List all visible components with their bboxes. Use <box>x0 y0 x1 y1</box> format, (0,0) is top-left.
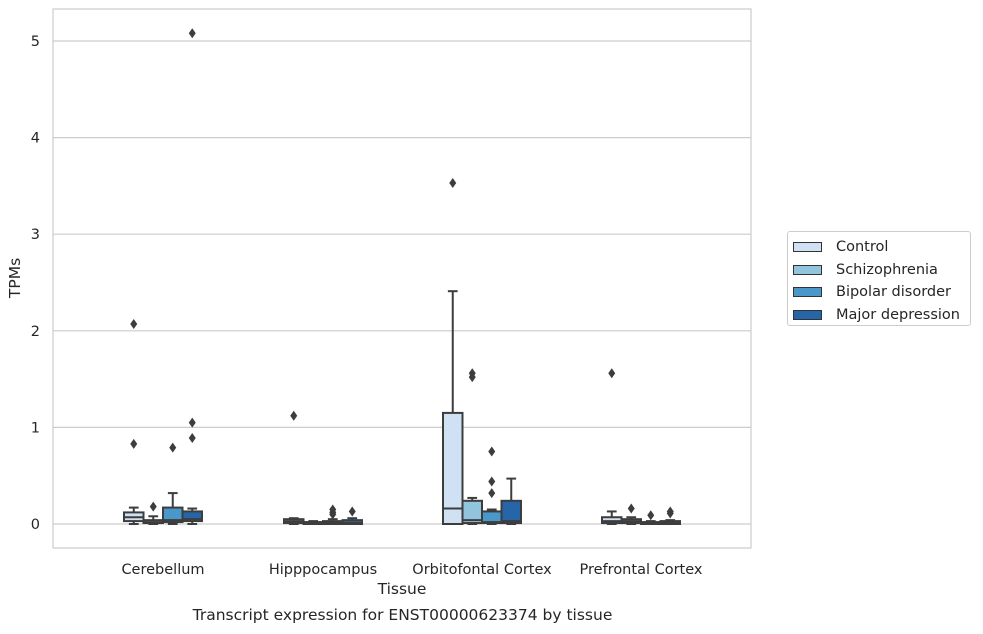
box-2-1 <box>322 504 344 525</box>
legend-item-major-depression: Major depression <box>793 304 970 327</box>
x-tick-label-3: Prefrontal Cortex <box>580 562 703 578</box>
y-tick-label-3: 3 <box>31 227 40 243</box>
box-rect <box>442 411 464 525</box>
box-2-3 <box>640 510 662 525</box>
x-tick-label-2: Orbitofontal Cortex <box>412 562 552 578</box>
legend-label-major-depression: Major depression <box>836 306 960 323</box>
legend-swatch-major-depression <box>793 309 822 320</box>
outlier-point <box>608 368 616 379</box>
box-3-0 <box>181 28 203 525</box>
legend-label-control: Control <box>836 239 889 256</box>
legend-label-bipolar-disorder: Bipolar disorder <box>836 284 951 301</box>
figure-caption: Transcript expression for ENST0000062337… <box>192 606 613 624</box>
outlier-point <box>627 503 635 514</box>
outlier-point <box>468 372 476 383</box>
outlier-point <box>169 442 177 453</box>
box-0-0 <box>123 319 145 525</box>
y-axis-ticks: 0 1 2 3 4 5 <box>31 34 40 533</box>
box-1-3 <box>620 503 642 525</box>
box-1-1 <box>302 520 324 525</box>
legend: Control Schizophrenia Bipolar disorder M… <box>787 231 971 326</box>
y-tick-label-4: 4 <box>31 131 40 147</box>
outlier-point <box>329 509 337 520</box>
legend-item-schizophrenia: Schizophrenia <box>793 259 970 282</box>
y-tick-label-1: 1 <box>31 420 40 436</box>
outlier-point <box>488 476 496 487</box>
legend-swatch-control <box>793 242 822 253</box>
outlier-point <box>130 319 138 330</box>
y-tick-label-0: 0 <box>31 517 40 533</box>
outlier-point <box>348 506 356 517</box>
x-tick-label-1: Hipppocampus <box>269 562 377 578</box>
x-tick-label-0: Cerebellum <box>121 562 204 578</box>
box-3-2 <box>500 477 522 525</box>
box-0-3 <box>601 368 623 525</box>
box-1-2 <box>461 368 483 525</box>
outlier-point <box>488 488 496 499</box>
outlier-point <box>130 438 138 449</box>
plot-area-frame <box>52 8 752 549</box>
box-3-3 <box>659 506 681 525</box>
y-tick-label-5: 5 <box>31 34 40 50</box>
x-axis-label: Tissue <box>377 580 427 598</box>
outlier-point <box>666 508 674 519</box>
outlier-point <box>488 446 496 457</box>
box-rect <box>181 510 203 523</box>
box-3-1 <box>341 506 363 525</box>
legend-item-bipolar-disorder: Bipolar disorder <box>793 281 970 304</box>
box-rect <box>500 499 522 525</box>
box-1-0 <box>142 501 164 525</box>
legend-label-schizophrenia: Schizophrenia <box>836 261 938 278</box>
x-axis-ticks: Cerebellum Hipppocampus Orbitofontal Corte… <box>121 562 702 578</box>
box-2-2 <box>481 446 503 525</box>
outlier-point <box>188 28 196 39</box>
outlier-point <box>290 410 298 421</box>
outlier-point <box>449 178 457 189</box>
outlier-point <box>188 417 196 428</box>
outlier-point <box>188 433 196 444</box>
box-series <box>123 28 681 525</box>
outlier-point <box>647 510 655 521</box>
legend-swatch-schizophrenia <box>793 264 822 275</box>
y-axis-label: TPMs <box>6 258 24 299</box>
outlier-point <box>149 501 157 512</box>
legend-swatch-bipolar-disorder <box>793 287 822 298</box>
y-tick-label-2: 2 <box>31 324 40 340</box>
box-0-2 <box>442 178 464 525</box>
legend-item-control: Control <box>793 236 970 259</box>
gridlines <box>53 40 751 525</box>
box-2-0 <box>162 442 184 525</box>
